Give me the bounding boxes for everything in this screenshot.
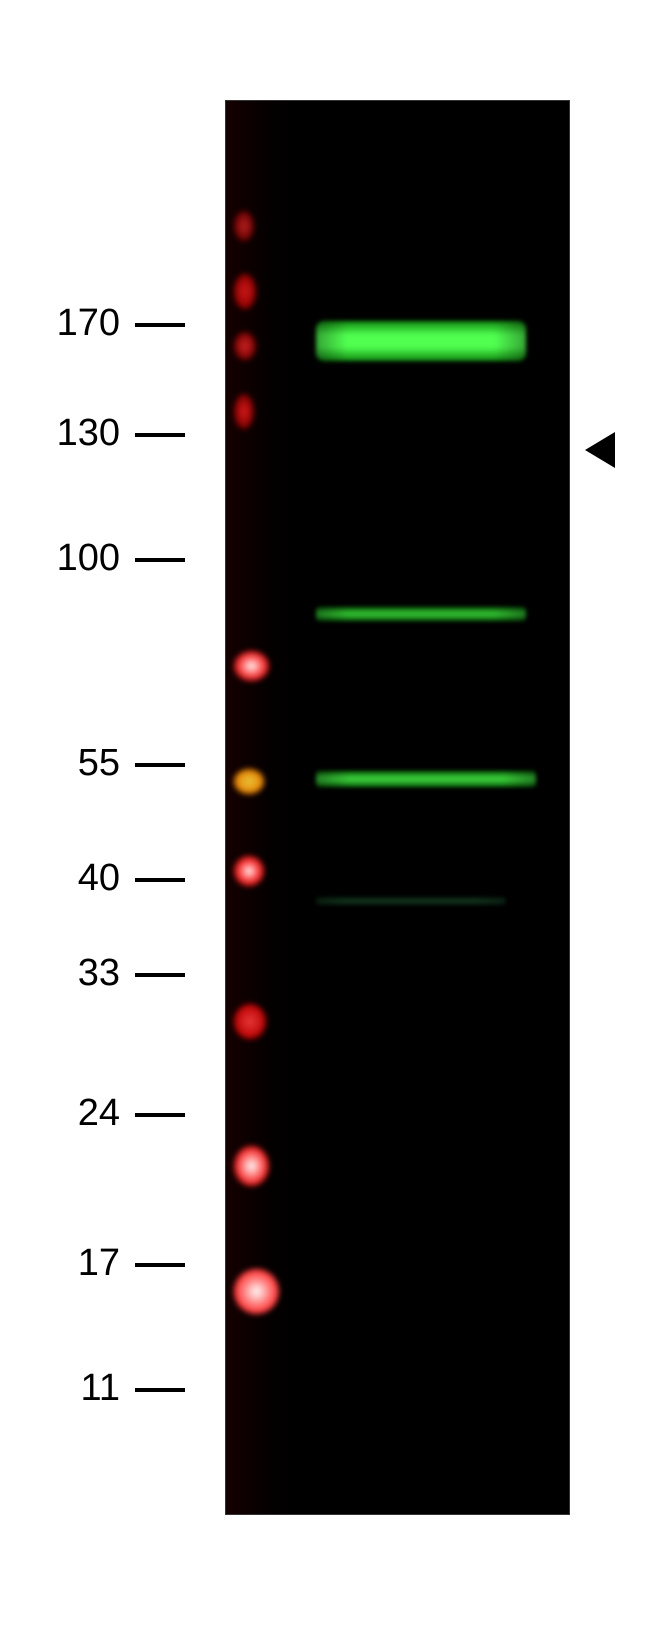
sample-band (316, 607, 526, 621)
sample-band (316, 321, 526, 361)
sample-band (316, 771, 536, 787)
ladder-label: 130 (40, 412, 120, 455)
ladder-tick (135, 1263, 185, 1267)
ladder-band (234, 856, 264, 886)
sample-band (316, 897, 506, 905)
ladder-label: 24 (40, 1092, 120, 1135)
ladder-tick (135, 558, 185, 562)
ladder-tick (135, 878, 185, 882)
ladder-tick (135, 763, 185, 767)
ladder-tick (135, 1388, 185, 1392)
ladder-band (234, 1146, 269, 1186)
ladder-label: 170 (40, 302, 120, 345)
target-band-arrow-icon (585, 432, 615, 468)
ladder-band (234, 769, 264, 794)
blot-membrane (225, 100, 570, 1515)
ladder-label: 100 (40, 537, 120, 580)
ladder-band (234, 1004, 266, 1039)
ladder-tick (135, 973, 185, 977)
ladder-band (234, 274, 256, 309)
ladder-label: 55 (40, 742, 120, 785)
ladder-tick (135, 1113, 185, 1117)
ladder-band (234, 1269, 279, 1314)
ladder-label: 17 (40, 1242, 120, 1285)
ladder-band (234, 651, 269, 681)
ladder-tick (135, 433, 185, 437)
ladder-band (234, 332, 256, 360)
ladder-label: 40 (40, 857, 120, 900)
ladder-label: 11 (40, 1367, 120, 1410)
blot-figure: 170 130 100 55 40 33 24 17 11 (0, 0, 650, 1625)
ladder-label: 33 (40, 952, 120, 995)
ladder-band (234, 394, 254, 429)
ladder-band (234, 211, 254, 241)
ladder-tick (135, 323, 185, 327)
